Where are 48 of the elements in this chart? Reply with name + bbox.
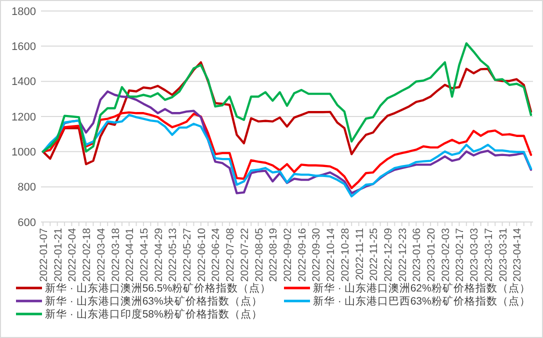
x-tick-label: 2022-07-08 <box>224 228 237 282</box>
x-tick-label: 2023-02-03 <box>440 228 452 282</box>
x-tick-label: 2022-05-27 <box>182 228 194 282</box>
x-tick-label: 2022-04-15 <box>138 228 150 282</box>
legend-label: 新华 · 山东港口巴西63%粉矿价格指数（点） <box>313 294 530 308</box>
legend-label: 新华 · 山东港口澳洲56.5%粉矿价格指数（点） <box>45 282 272 295</box>
x-tick-label: 2022-10-14 <box>325 228 338 282</box>
y-tick-label: 1800 <box>12 6 36 18</box>
legend-label: 新华 · 山东港口澳洲63%块矿价格指数（点） <box>45 294 262 308</box>
y-tick-label: 1600 <box>12 41 36 54</box>
x-tick-label: 2022-06-24 <box>210 228 222 282</box>
x-tick-label: 2022-01-21 <box>52 228 64 282</box>
y-tick-label: 1200 <box>12 111 36 124</box>
x-tick-label: 2022-04-01 <box>124 228 136 282</box>
x-tick-label: 2022-10-28 <box>339 228 352 282</box>
x-tick-label: 2022-08-05 <box>253 228 266 282</box>
y-tick-label: 800 <box>18 182 36 194</box>
y-tick-label: 1000 <box>12 146 36 159</box>
x-tick-label: 2022-12-09 <box>382 228 394 282</box>
x-tick-label: 2022-05-13 <box>167 228 180 282</box>
x-tick-label: 2022-12-23 <box>396 228 409 282</box>
x-tick-label: 2023-04-14 <box>512 228 524 282</box>
x-tick-label: 2022-03-04 <box>95 228 108 282</box>
x-tick-label: 2023-01-20 <box>426 228 438 282</box>
x-tick-label: 2022-09-30 <box>310 228 323 282</box>
line-series <box>42 42 532 153</box>
x-tick-label: 2022-08-19 <box>268 228 280 282</box>
x-tick-label: 2022-03-18 <box>110 228 122 282</box>
x-tick-label: 2022-11-11 <box>354 228 366 280</box>
x-tick-label: 2022-06-10 <box>196 228 208 282</box>
x-tick-label: 2022-02-18 <box>81 228 94 282</box>
line-series <box>42 61 532 166</box>
x-tick-label: 2023-03-03 <box>468 228 481 282</box>
legend-label: 新华 · 山东港口澳洲62%粉矿价格指数（点） <box>313 282 530 295</box>
x-tick-label: 2022-09-02 <box>282 228 294 282</box>
y-tick-label: 1400 <box>12 76 36 88</box>
x-tick-label: 2023-03-17 <box>482 228 495 282</box>
x-tick-label: 2022-09-16 <box>296 228 308 282</box>
x-tick-label: 2022-11-25 <box>368 228 380 281</box>
y-tick-label: 600 <box>18 216 36 229</box>
x-tick-label: 2022-02-04 <box>66 228 79 282</box>
x-tick-label: 2022-04-29 <box>152 228 165 282</box>
x-tick-label: 2023-03-31 <box>497 228 510 282</box>
x-tick-label: 2023-01-06 <box>411 228 424 282</box>
x-tick-label: 2022-01-07 <box>38 228 50 282</box>
x-tick-label: 2022-07-22 <box>238 228 251 282</box>
x-tick-label: 2023-02-17 <box>454 228 466 282</box>
legend-label: 新华 · 山东港口印度58%粉矿价格指数（点） <box>45 308 262 321</box>
